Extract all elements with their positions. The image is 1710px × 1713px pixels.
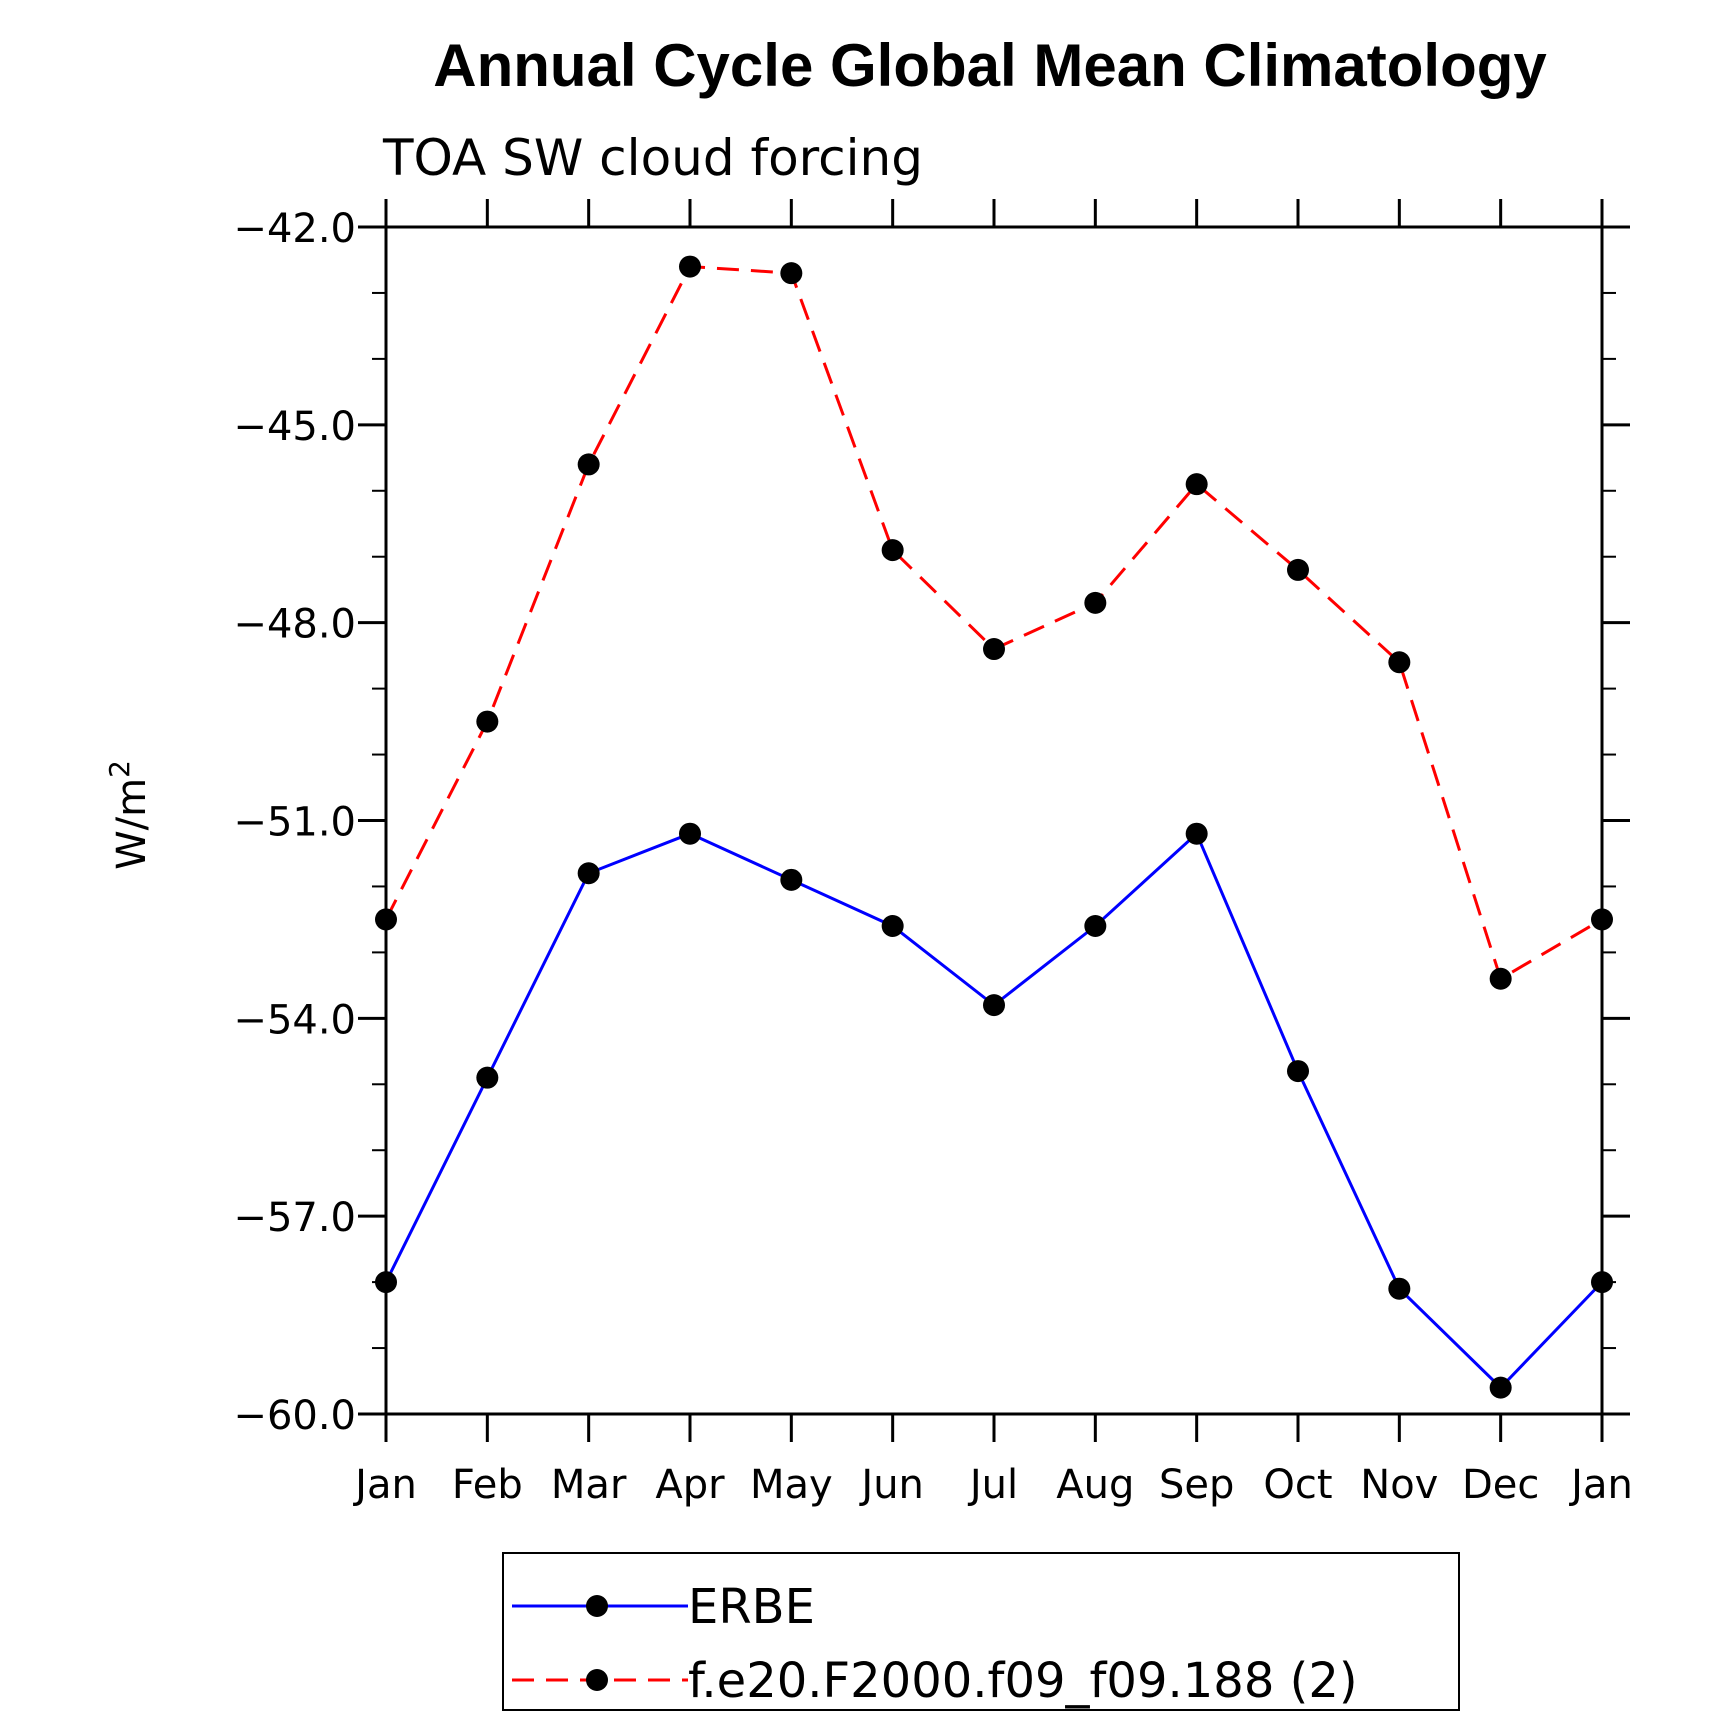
x-tick-label: Mar [551,1462,627,1508]
series-1-point [1591,1271,1613,1294]
series-1-point [375,1271,397,1294]
x-tick-label: Jan [1568,1462,1633,1508]
legend: ERBE f.e20.F2000.f09_f09.188 (2) [502,1552,1460,1711]
series-1-point [1185,822,1208,845]
x-tick-label: Sep [1159,1462,1234,1508]
x-tick-label: Jan [352,1462,417,1508]
series-2-point [1489,967,1512,990]
y-tick-label: −48.0 [233,602,356,648]
series-2-point [1287,558,1309,581]
series-1-point [1287,1060,1309,1083]
y-axis-label: W/m2 [103,760,155,870]
series-1-point [679,822,701,845]
series-1-point [881,915,904,938]
series-2-point [1591,908,1613,931]
series-2-point [679,255,701,278]
y-axis-label-group: W/m2 [103,760,155,870]
legend-label-2: f.e20.F2000.f09_f09.188 (2) [688,1653,1358,1709]
series-1-point [1388,1277,1411,1300]
series-line-2 [384,265,1603,982]
plot-frame [384,225,1604,1416]
x-tick-label: Jun [858,1462,924,1508]
y-tick-label: −45.0 [233,404,356,450]
legend-marker-2 [586,1669,608,1691]
y-tick-label: −60.0 [233,1393,356,1439]
series-1-point [780,868,803,891]
series-1-point [577,862,600,885]
series-1-point [1489,1376,1512,1399]
series-line-1 [384,831,1604,1390]
y-tick-label: −42.0 [233,206,356,252]
legend-marker-1 [586,1595,608,1617]
x-tick-label: Oct [1263,1462,1332,1508]
x-tick-label: Jul [967,1462,1018,1508]
series-2-point [375,908,397,931]
series-2-point [1185,473,1208,496]
series-1-point [1084,915,1107,938]
x-tick-label: Feb [452,1462,523,1508]
y-tick-label: −54.0 [233,997,356,1043]
series-2-point [476,710,499,733]
x-tick-label: Apr [655,1462,725,1508]
legend-box [502,1552,1460,1711]
y-axis-label-superscript: 2 [103,760,136,778]
x-tick-label: Dec [1462,1462,1539,1508]
series-2-point [1388,651,1411,674]
chart-subtitle: TOA SW cloud forcing [382,129,923,187]
series-2-point [780,262,803,285]
series-2-point [881,539,904,562]
x-tick-label: May [750,1462,833,1508]
series-1-point [983,994,1005,1017]
y-axis-label-base: W/m [109,778,155,870]
y-tick-label: −57.0 [233,1195,356,1241]
x-tick-label: Nov [1360,1462,1438,1508]
axes: Jan Feb Mar Apr May Jun Jul Aug Sep Oct Nov Dec Jan −… [233,199,1633,1508]
legend-label-1: ERBE [688,1579,815,1635]
series-2-point [577,453,600,476]
series-2-point [983,638,1005,661]
series-2-point [1084,591,1107,614]
series-1-point [476,1066,499,1089]
chart-title: Annual Cycle Global Mean Climatology [433,32,1547,99]
x-tick-label: Aug [1056,1462,1134,1508]
plot-area [375,255,1613,1399]
y-tick-label: −51.0 [233,800,356,846]
